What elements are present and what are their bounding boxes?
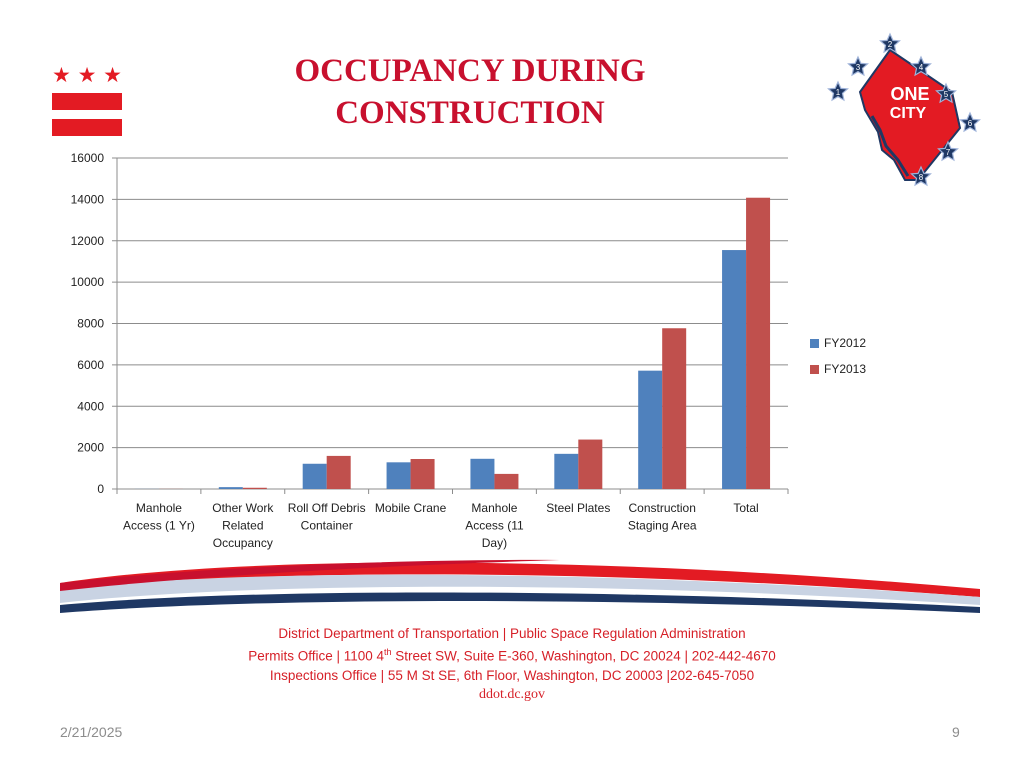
x-tick-label: Roll Off Debris: [288, 501, 366, 515]
svg-text:1: 1: [836, 88, 841, 97]
y-tick-label: 2000: [77, 441, 104, 455]
legend-swatch-fy2012: [810, 338, 819, 348]
bar-fy2012: [218, 487, 243, 489]
bar-fy2013: [326, 455, 351, 489]
logo-star-icon: 8: [910, 166, 932, 186]
star-icon: ★: [77, 64, 97, 87]
legend-label-fy2013: FY2013: [824, 362, 867, 376]
river-line: [870, 115, 910, 177]
y-tick-label: 8000: [77, 317, 104, 331]
chart-canvas: 0 2000 4000 6000 8000 10000 12000 14000 16000 Man…: [71, 151, 789, 550]
x-tick-label: Day): [482, 536, 507, 550]
logo-text-city: CITY: [890, 105, 927, 122]
chart-legend: FY2012 FY2013: [810, 330, 866, 382]
occupancy-bar-chart: 0 2000 4000 6000 8000 10000 12000 14000 16000 Man…: [0, 140, 1024, 560]
y-tick-label: 12000: [71, 234, 105, 248]
bar-fy2012: [302, 463, 327, 489]
x-tick-label: Access (11: [465, 519, 524, 533]
x-tick-label: Related: [222, 519, 263, 533]
bar-fy2013: [578, 439, 603, 489]
slide-date: 2/21/2025: [60, 724, 123, 740]
y-tick-label: 14000: [71, 192, 105, 206]
x-tick-label: Manhole: [471, 501, 517, 515]
logo-star-icon: 3: [847, 56, 869, 76]
bar-fy2012: [470, 458, 495, 489]
svg-text:4: 4: [919, 63, 924, 72]
svg-text:7: 7: [946, 148, 951, 157]
svg-text:3: 3: [856, 63, 861, 72]
flag-bar: [52, 93, 122, 110]
x-tick-label: Total: [733, 501, 758, 515]
x-tick-label: Staging Area: [628, 519, 697, 533]
x-tick-label: Container: [301, 519, 353, 533]
svg-text:5: 5: [944, 90, 949, 99]
bar-fy2013: [662, 328, 687, 489]
bar-fy2012: [638, 370, 663, 489]
x-tick-label: Manhole: [136, 501, 182, 515]
logo-star-icon: 7: [937, 141, 959, 161]
bar-fy2012: [386, 462, 411, 489]
y-tick-label: 6000: [77, 358, 104, 372]
bar-fy2013: [410, 459, 435, 489]
footer-website-link[interactable]: ddot.dc.gov: [478, 686, 546, 702]
legend-item-fy2013: FY2013: [810, 356, 866, 382]
legend-item-fy2012: FY2012: [810, 330, 866, 356]
y-tick-label: 16000: [71, 151, 105, 165]
y-tick-label: 0: [97, 482, 104, 496]
slide-title-line1: OCCUPANCY DURING: [294, 53, 646, 89]
logo-star-icon: 4: [910, 56, 932, 76]
x-tick-label: Construction: [629, 501, 696, 515]
dc-flag-logo: ★ ★ ★: [52, 64, 122, 136]
x-tick-label: Mobile Crane: [375, 501, 447, 515]
y-tick-label: 4000: [77, 399, 104, 413]
footer-line-permits: Permits Office | 1100 4th Street SW, Sui…: [0, 643, 1024, 666]
x-tick-label: Steel Plates: [546, 501, 610, 515]
svg-text:8: 8: [919, 173, 924, 182]
footer-contact: District Department of Transportation | …: [0, 624, 1024, 704]
logo-star-icon: 2: [879, 33, 901, 53]
logo-star-icon: 6: [959, 112, 981, 132]
footer-permits-pre: Permits Office | 1100 4: [248, 648, 385, 664]
footer-permits-post: Street SW, Suite E-360, Washington, DC 2…: [391, 648, 776, 664]
x-tick-label: Occupancy: [213, 536, 273, 550]
bar-fy2012: [722, 250, 747, 489]
star-icon: ★: [52, 64, 71, 87]
y-tick-label: 10000: [71, 275, 105, 289]
svg-text:2: 2: [888, 40, 893, 49]
slide-page-number: 9: [952, 724, 960, 740]
bar-fy2013: [242, 487, 267, 489]
bar-fy2013: [494, 473, 519, 489]
one-city-logo: ONE CITY 2 3 4 1 5 6 7 8: [827, 33, 981, 186]
bar-fy2012: [554, 453, 579, 489]
logo-star-icon: 5: [935, 83, 957, 103]
x-tick-label: Other Work: [212, 501, 274, 515]
footer-line-inspections: Inspections Office | 55 M St SE, 6th Flo…: [269, 667, 755, 683]
star-icon: ★: [103, 64, 122, 87]
slide-title: OCCUPANCY DURING CONSTRUCTION: [250, 50, 690, 134]
footer-permits-sup: th: [384, 647, 392, 657]
slide-title-line2: CONSTRUCTION: [335, 95, 605, 131]
x-tick-label: Access (1 Yr): [123, 519, 195, 533]
flag-bar: [52, 119, 122, 136]
logo-star-icon: 1: [827, 81, 849, 101]
legend-swatch-fy2013: [810, 364, 819, 374]
svg-text:6: 6: [968, 119, 973, 128]
logo-text-one: ONE: [890, 84, 929, 104]
legend-label-fy2012: FY2012: [824, 336, 867, 350]
footer-line-ddot: District Department of Transportation | …: [278, 626, 746, 641]
dc-map-shape: [858, 48, 962, 181]
decorative-swoosh: [60, 559, 980, 613]
bar-fy2013: [746, 197, 771, 489]
flag-stars: ★ ★ ★: [52, 64, 122, 87]
